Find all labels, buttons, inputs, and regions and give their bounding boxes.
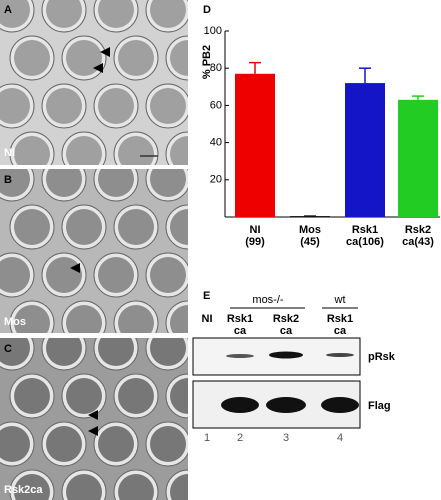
bar xyxy=(235,73,275,217)
arrowhead xyxy=(70,263,80,273)
cell-body xyxy=(170,209,188,245)
lane-number: 1 xyxy=(203,432,211,444)
lane-label: Rsk1 ca xyxy=(326,313,354,337)
cell-body xyxy=(66,305,102,333)
cell-group xyxy=(0,338,188,500)
arrowhead xyxy=(88,426,98,436)
cell-body xyxy=(150,338,186,366)
cells xyxy=(0,0,188,500)
group-label: mos-/- xyxy=(252,294,284,306)
cell-body xyxy=(170,40,188,76)
cell-body xyxy=(46,88,82,124)
cell-body xyxy=(66,40,102,76)
band xyxy=(226,354,254,358)
cell-body xyxy=(170,305,188,333)
cell-body xyxy=(170,136,188,165)
band xyxy=(269,351,303,359)
cell-body xyxy=(14,209,50,245)
lane-number: 3 xyxy=(282,432,290,444)
cell-body xyxy=(98,169,134,197)
cell-body xyxy=(170,474,188,500)
cell-body xyxy=(0,169,30,197)
x-tick-label: Mos (45) xyxy=(299,224,321,248)
cell-body xyxy=(150,169,186,197)
lane-number: 4 xyxy=(336,432,344,444)
cell-group xyxy=(0,169,188,333)
panel-letter: B xyxy=(4,174,12,186)
cell-body xyxy=(150,426,186,462)
cell-body xyxy=(118,209,154,245)
cell-body xyxy=(46,0,82,28)
row-label: Flag xyxy=(368,400,391,412)
cell-body xyxy=(0,426,30,462)
x-tick-label: Rsk1 ca(106) xyxy=(346,224,384,248)
lane-label: Rsk1 ca xyxy=(226,313,254,337)
cell-body xyxy=(118,474,154,500)
cell-body xyxy=(66,474,102,500)
cell-body xyxy=(46,426,82,462)
cell-body xyxy=(98,0,134,28)
cell-body xyxy=(0,88,30,124)
cell-body xyxy=(14,474,50,500)
arrowhead xyxy=(88,410,98,420)
lane-label: NI xyxy=(201,313,213,325)
cell-body xyxy=(14,40,50,76)
panel-label: NI xyxy=(4,147,15,159)
panel-letter: D xyxy=(203,4,211,16)
y-tick-label: 20 xyxy=(210,174,222,186)
panel-letter: C xyxy=(4,343,12,355)
panel-label: Rsk2ca xyxy=(4,484,43,496)
cell-body xyxy=(14,305,50,333)
arrowhead xyxy=(100,47,110,57)
cell-body xyxy=(118,136,154,165)
cell-body xyxy=(98,88,134,124)
cell-group xyxy=(0,0,188,165)
bar xyxy=(345,83,385,217)
panel-label: Mos xyxy=(4,316,26,328)
lane-label: Rsk2 ca xyxy=(272,313,300,337)
cell-body xyxy=(118,378,154,414)
cell-body xyxy=(98,338,134,366)
cell-body xyxy=(0,338,30,366)
band xyxy=(266,397,306,413)
cell-body xyxy=(98,257,134,293)
x-tick-label: Rsk2 ca(43) xyxy=(402,224,434,248)
y-tick-label: 60 xyxy=(210,99,222,111)
cell-body xyxy=(14,378,50,414)
cell-body xyxy=(150,257,186,293)
group-label: wt xyxy=(334,294,346,306)
cell-body xyxy=(66,136,102,165)
cell-body xyxy=(46,338,82,366)
cell-body xyxy=(14,136,50,165)
cell-body xyxy=(66,378,102,414)
band xyxy=(326,353,354,357)
panel-letter: E xyxy=(203,290,210,302)
cell-body xyxy=(150,0,186,28)
cell-body xyxy=(118,305,154,333)
cell-body xyxy=(98,426,134,462)
y-tick-label: 80 xyxy=(210,62,222,74)
y-axis-label: % PB2 xyxy=(201,45,213,79)
arrowhead xyxy=(93,63,103,73)
bar xyxy=(398,99,438,217)
cell-body xyxy=(0,257,30,293)
lane-number: 2 xyxy=(236,432,244,444)
panel-letter: A xyxy=(4,4,12,16)
cell-body xyxy=(46,169,82,197)
cell-body xyxy=(46,257,82,293)
x-tick-label: NI (99) xyxy=(245,224,265,248)
cell-body xyxy=(118,40,154,76)
cell-body xyxy=(66,209,102,245)
cell-body xyxy=(170,378,188,414)
cell-body xyxy=(150,88,186,124)
band xyxy=(221,397,259,413)
y-tick-label: 100 xyxy=(204,25,222,37)
row-label: pRsk xyxy=(368,351,396,363)
y-tick-label: 40 xyxy=(210,137,222,149)
band xyxy=(321,397,359,413)
cell-body xyxy=(0,0,30,28)
